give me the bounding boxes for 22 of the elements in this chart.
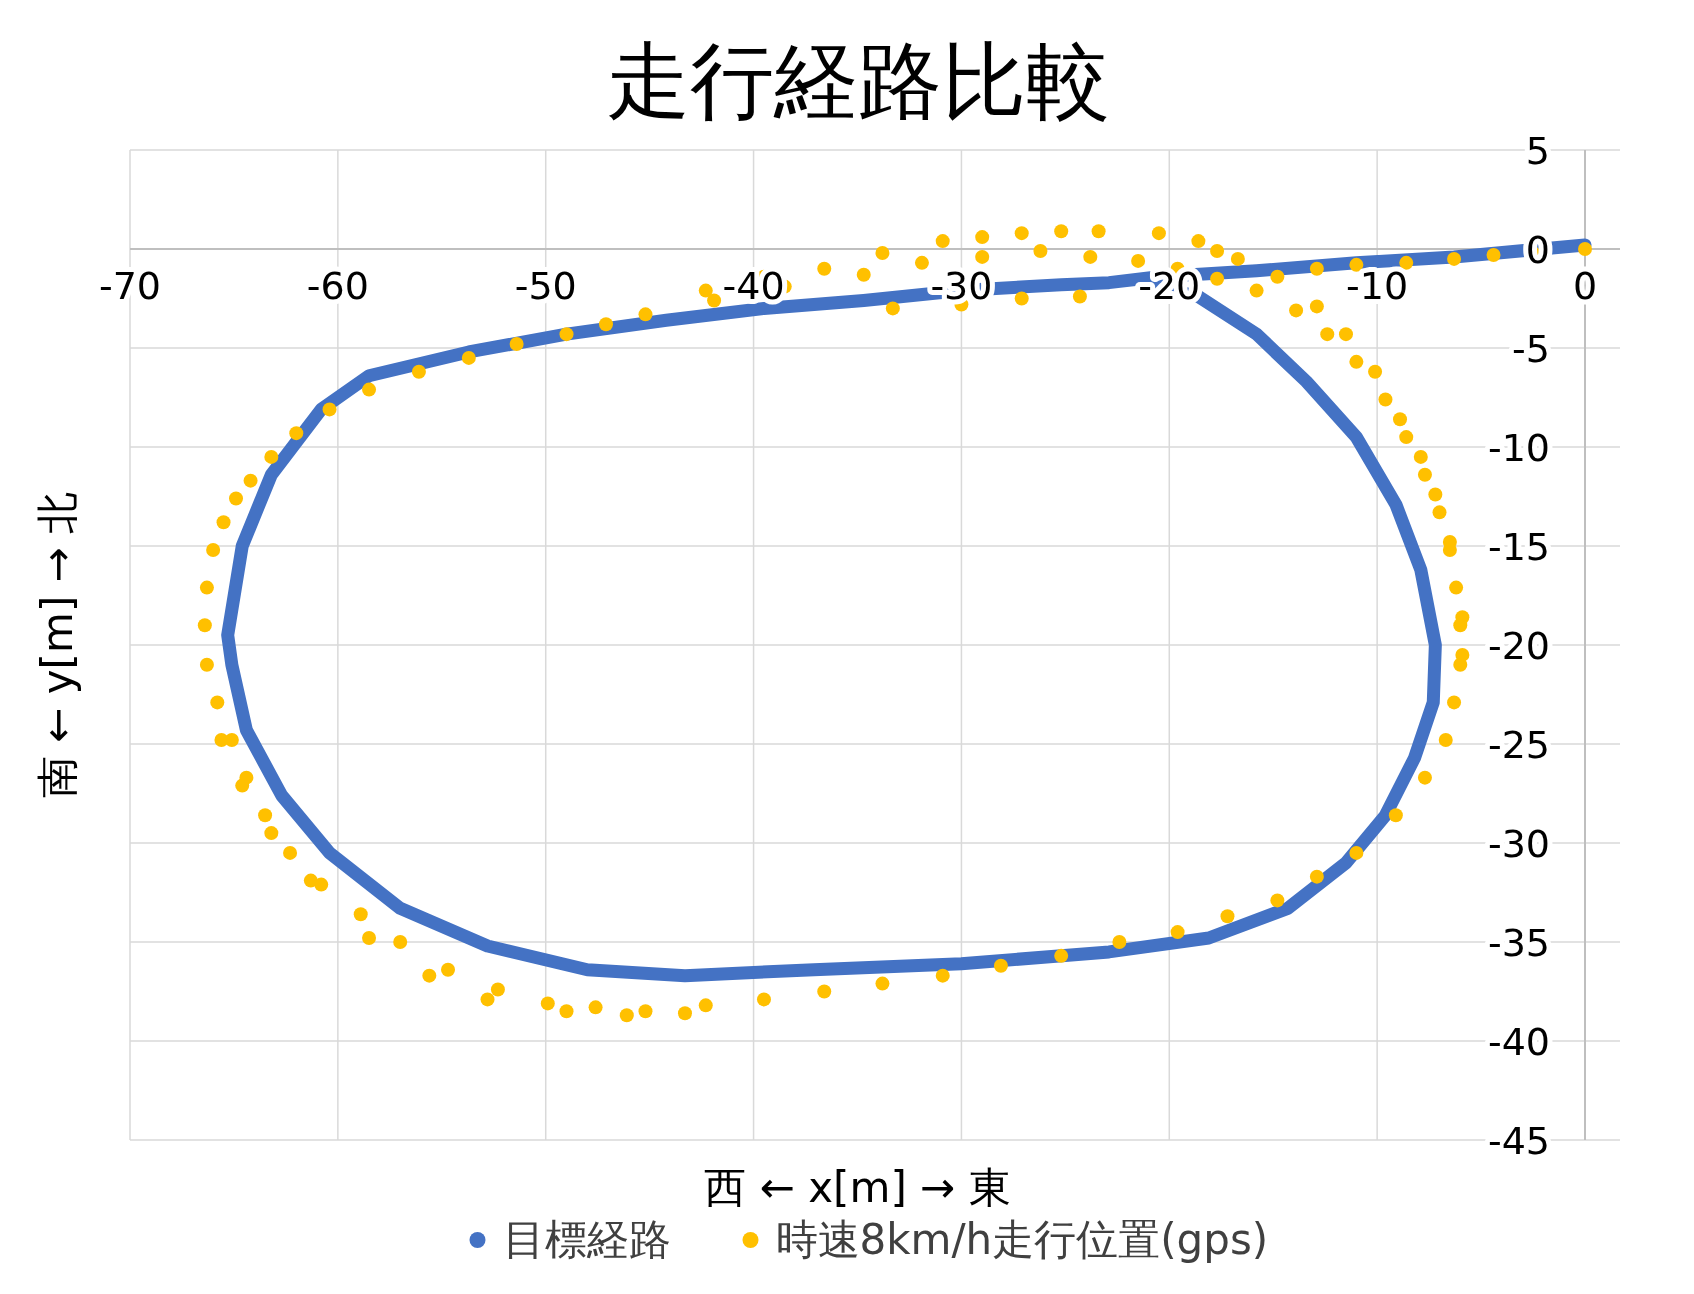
- chart-title: 走行経路比較: [605, 32, 1110, 130]
- y-tick-label: -5: [1512, 327, 1550, 371]
- y-tick-label: 0: [1525, 228, 1550, 272]
- y-tick-label: -30: [1487, 822, 1550, 866]
- y-tick-label: -45: [1487, 1119, 1550, 1163]
- y-tick-label: -35: [1487, 921, 1550, 965]
- y-axis-title: 南 ← y[m] → 北: [33, 491, 82, 799]
- y-tick-label: -40: [1487, 1020, 1550, 1064]
- x-axis-title: 西 ← x[m] → 東: [704, 1163, 1011, 1212]
- legend-label: 目標経路: [502, 1215, 671, 1264]
- x-tick-label: -10: [1346, 264, 1409, 308]
- x-tick-label: 0: [1572, 264, 1598, 308]
- legend-label: 時速8km/h走行位置(gps): [775, 1215, 1269, 1264]
- y-tick-label: -25: [1487, 723, 1550, 767]
- y-tick-label: 5: [1525, 129, 1550, 173]
- x-tick-label: -60: [306, 264, 369, 308]
- x-tick-label: -70: [98, 264, 162, 308]
- x-tick-label: -40: [722, 264, 785, 308]
- y-tick-label: -10: [1487, 426, 1550, 470]
- y-tick-label: -15: [1487, 525, 1550, 569]
- y-tick-label: -20: [1487, 624, 1550, 668]
- x-tick-label: -50: [514, 264, 577, 308]
